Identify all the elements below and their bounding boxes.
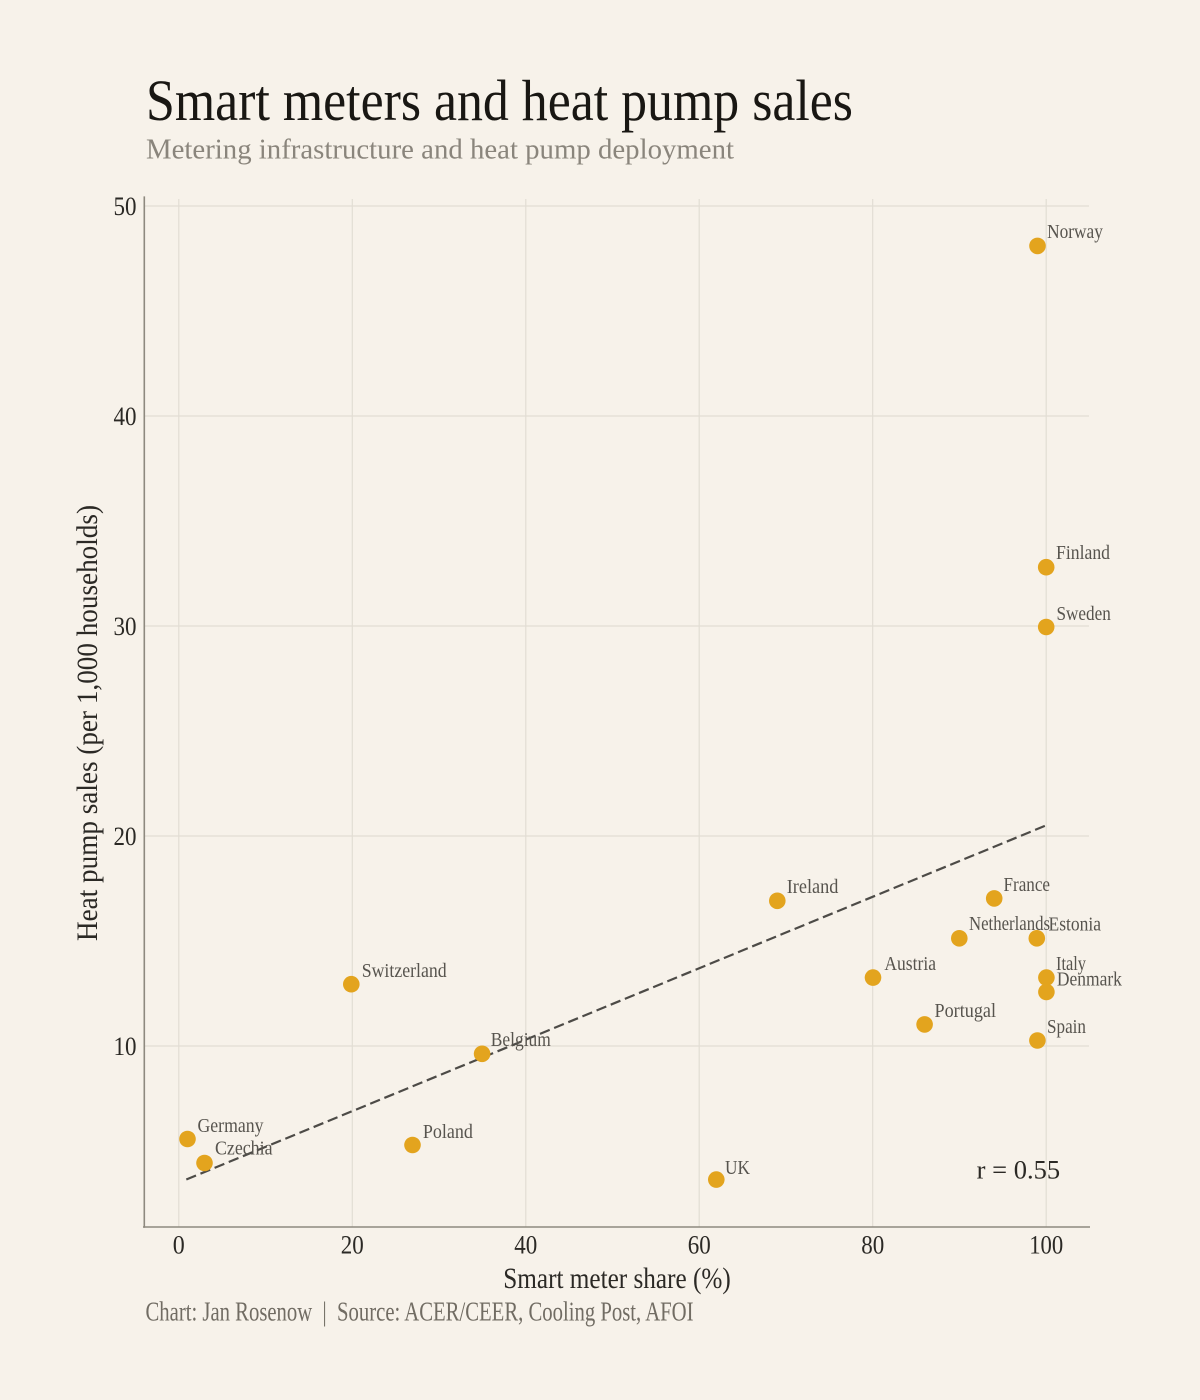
svg-text:Czechia: Czechia <box>215 1138 273 1160</box>
svg-text:Poland: Poland <box>423 1121 473 1143</box>
svg-text:Chart: Jan Rosenow | Source:: Chart: Jan Rosenow | Source: ACER/CEER, … <box>146 1297 694 1327</box>
svg-text:Smart meter share (%): Smart meter share (%) <box>503 1262 731 1295</box>
svg-text:Sweden: Sweden <box>1057 603 1111 625</box>
svg-text:Finland: Finland <box>1056 542 1110 564</box>
svg-text:20: 20 <box>114 822 137 851</box>
svg-text:Heat pump sales (per 1,000 hou: Heat pump sales (per 1,000 households) <box>71 505 104 941</box>
svg-text:40: 40 <box>114 402 137 431</box>
svg-text:80: 80 <box>861 1230 884 1259</box>
svg-text:10: 10 <box>114 1032 137 1061</box>
svg-text:50: 50 <box>114 192 137 221</box>
svg-text:r = 0.55: r = 0.55 <box>977 1156 1060 1185</box>
svg-text:Germany: Germany <box>198 1115 264 1137</box>
svg-text:60: 60 <box>688 1230 711 1259</box>
svg-text:Denmark: Denmark <box>1057 969 1122 991</box>
svg-text:30: 30 <box>114 612 137 641</box>
svg-text:Netherlands: Netherlands <box>969 913 1050 935</box>
svg-text:Spain: Spain <box>1047 1016 1086 1038</box>
svg-text:Smart meters and heat pump sal: Smart meters and heat pump sales <box>146 68 853 133</box>
svg-text:Estonia: Estonia <box>1049 914 1102 936</box>
svg-text:Austria: Austria <box>884 953 936 975</box>
svg-text:UK: UK <box>725 1157 750 1179</box>
svg-text:Italy: Italy <box>1056 953 1086 975</box>
svg-text:40: 40 <box>514 1230 537 1259</box>
svg-text:France: France <box>1004 874 1051 896</box>
svg-text:Ireland: Ireland <box>787 876 839 898</box>
svg-text:100: 100 <box>1029 1230 1063 1259</box>
svg-text:Portugal: Portugal <box>935 1000 997 1022</box>
svg-text:20: 20 <box>341 1230 364 1259</box>
svg-text:Belgium: Belgium <box>491 1029 551 1051</box>
svg-text:0: 0 <box>173 1230 185 1259</box>
svg-text:Metering infrastructure and he: Metering infrastructure and heat pump de… <box>146 134 734 166</box>
svg-text:Norway: Norway <box>1047 221 1103 243</box>
svg-text:Switzerland: Switzerland <box>362 960 447 982</box>
